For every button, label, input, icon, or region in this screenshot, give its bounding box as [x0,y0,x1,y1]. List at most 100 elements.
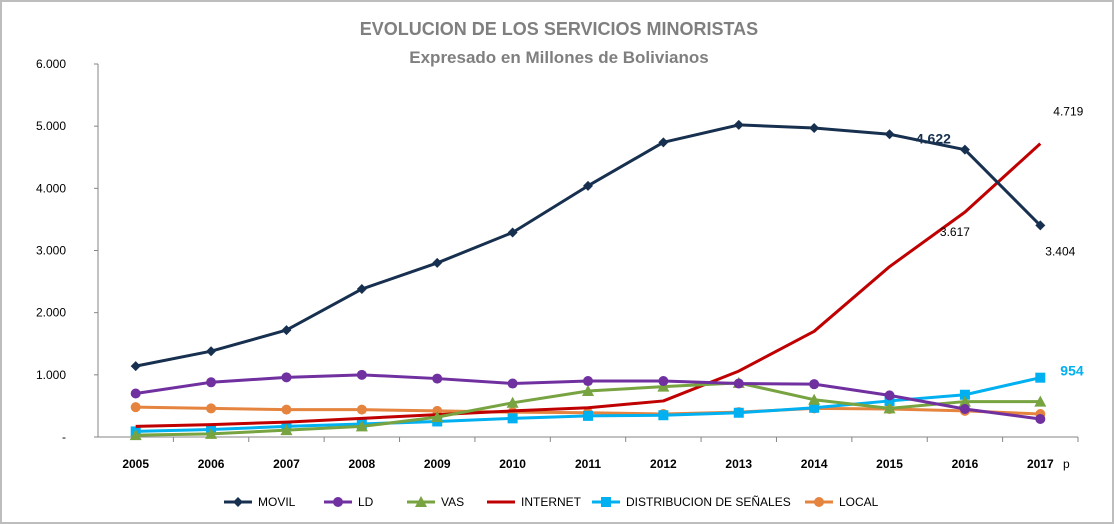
data-point-distribucion-de-se-ales [583,410,593,421]
data-point-movil [281,325,292,336]
data-point-distribucion-de-se-ales [809,402,820,413]
y-tick-label: 4.000 [36,181,66,195]
data-point-vas [657,380,670,392]
legend-swatch-marker [415,496,427,507]
legend-label: INTERNET [521,495,582,509]
series-vas [129,376,1047,441]
x-tick-label: 2016 [952,457,979,471]
legend-label: VAS [441,495,464,509]
data-point-ld [432,373,443,384]
data-point-vas [506,396,519,408]
chart-subtitle: Expresado en Millones de Bolivianos [409,48,708,67]
chart-legend: MOVIL LD VAS INTERNET DISTRIBUCION DE SEÑALE… [224,495,879,509]
data-point-movil [583,180,593,191]
series-ld [130,369,1046,424]
chart-title: EVOLUCION DE LOS SERVICIOS MINORISTAS [360,19,758,39]
legend-label: DISTRIBUCION DE SEÑALES [626,495,791,509]
y-tick-label: - [62,430,66,444]
x-tick-label: 2007 [273,457,300,471]
data-point-distribucion-de-se-ales [884,395,895,406]
data-point-vas [280,424,293,436]
x-tick-label: 2010 [499,457,526,471]
legend-item-distribucion-de-se-ales: DISTRIBUCION DE SEÑALES [592,495,791,509]
legend-item-internet: INTERNET [487,495,582,509]
series-line-movil [135,123,1042,368]
data-point-movil [959,144,970,155]
legend-label: LD [358,495,374,509]
x-tick-label: 2015 [876,457,903,471]
data-point-movil [206,346,217,357]
data-point-local [206,403,217,414]
legend-item-movil: MOVIL [224,495,296,509]
data-point-vas [205,427,218,439]
data-point-vas [958,395,971,407]
data-point-ld [884,390,895,401]
x-tick-label: 2014 [801,457,828,471]
y-tick-label: 3.000 [36,244,66,258]
series-movil [130,119,1046,372]
data-label: 4.622 [916,131,951,147]
data-point-local [130,402,141,413]
y-tick-label: 6.000 [36,57,66,71]
data-point-ld [130,388,141,399]
data-point-vas [883,402,896,414]
data-point-movil [809,123,820,134]
data-point-ld [733,378,744,389]
data-point-distribucion-de-se-ales [507,413,518,424]
data-point-ld [206,377,217,388]
annotation-layer: 4.719 4.622 3.617 3.404 954 [916,105,1084,379]
data-point-vas [431,411,444,423]
x-tick-label: 2005 [122,457,149,471]
series-line-internet [135,142,1042,428]
legend-label: MOVIL [258,495,296,509]
data-point-movil [356,284,367,295]
data-point-vas [582,384,594,396]
chart-axes: - 1.000 2.000 3.000 4.000 5.000 6.000 2005 2006 2… [36,57,1079,471]
series-layer [129,119,1047,441]
legend-item-ld: LD [324,495,374,509]
legend-swatch-marker [814,497,824,507]
legend-swatch-marker [333,497,343,507]
data-point-distribucion-de-se-ales [959,389,970,400]
data-point-vas [355,420,368,432]
data-point-distribucion-de-se-ales [1035,372,1046,383]
data-point-vas [808,393,821,405]
series-internet [135,142,1042,428]
data-point-ld [1035,413,1046,424]
data-point-movil [733,119,744,130]
data-point-movil [1035,220,1046,231]
y-tick-label: 1.000 [36,368,66,382]
data-point-movil [658,137,669,148]
data-point-movil [884,129,895,140]
legend-swatch-marker [601,497,611,507]
x-tick-label: 2013 [725,457,752,471]
data-point-local [356,404,367,415]
data-point-ld [356,369,367,380]
data-point-vas [1034,395,1047,407]
x-axis-suffix: p [1063,457,1070,471]
data-label: 3.404 [1045,244,1075,258]
legend-swatch-marker [233,497,243,507]
data-label: 4.719 [1053,105,1083,119]
data-point-vas [129,429,142,441]
data-point-ld [809,379,820,390]
legend-item-vas: VAS [407,495,464,509]
data-point-ld [281,372,292,383]
x-tick-label: 2009 [424,457,451,471]
data-point-distribucion-de-se-ales [658,410,669,421]
data-label: 954 [1060,363,1084,379]
data-point-ld [583,376,593,387]
x-tick-label: 2012 [650,457,677,471]
x-tick-label: 2017 [1027,457,1054,471]
data-point-ld [658,376,669,387]
legend-item-local: LOCAL [805,495,879,509]
x-tick-label: 2006 [198,457,225,471]
data-point-distribucion-de-se-ales [733,407,744,418]
data-point-ld [507,378,518,389]
data-point-movil [507,227,518,238]
legend-label: LOCAL [839,495,879,509]
x-tick-label: 2011 [575,457,601,471]
x-tick-label: 2008 [348,457,375,471]
y-tick-label: 5.000 [36,119,66,133]
